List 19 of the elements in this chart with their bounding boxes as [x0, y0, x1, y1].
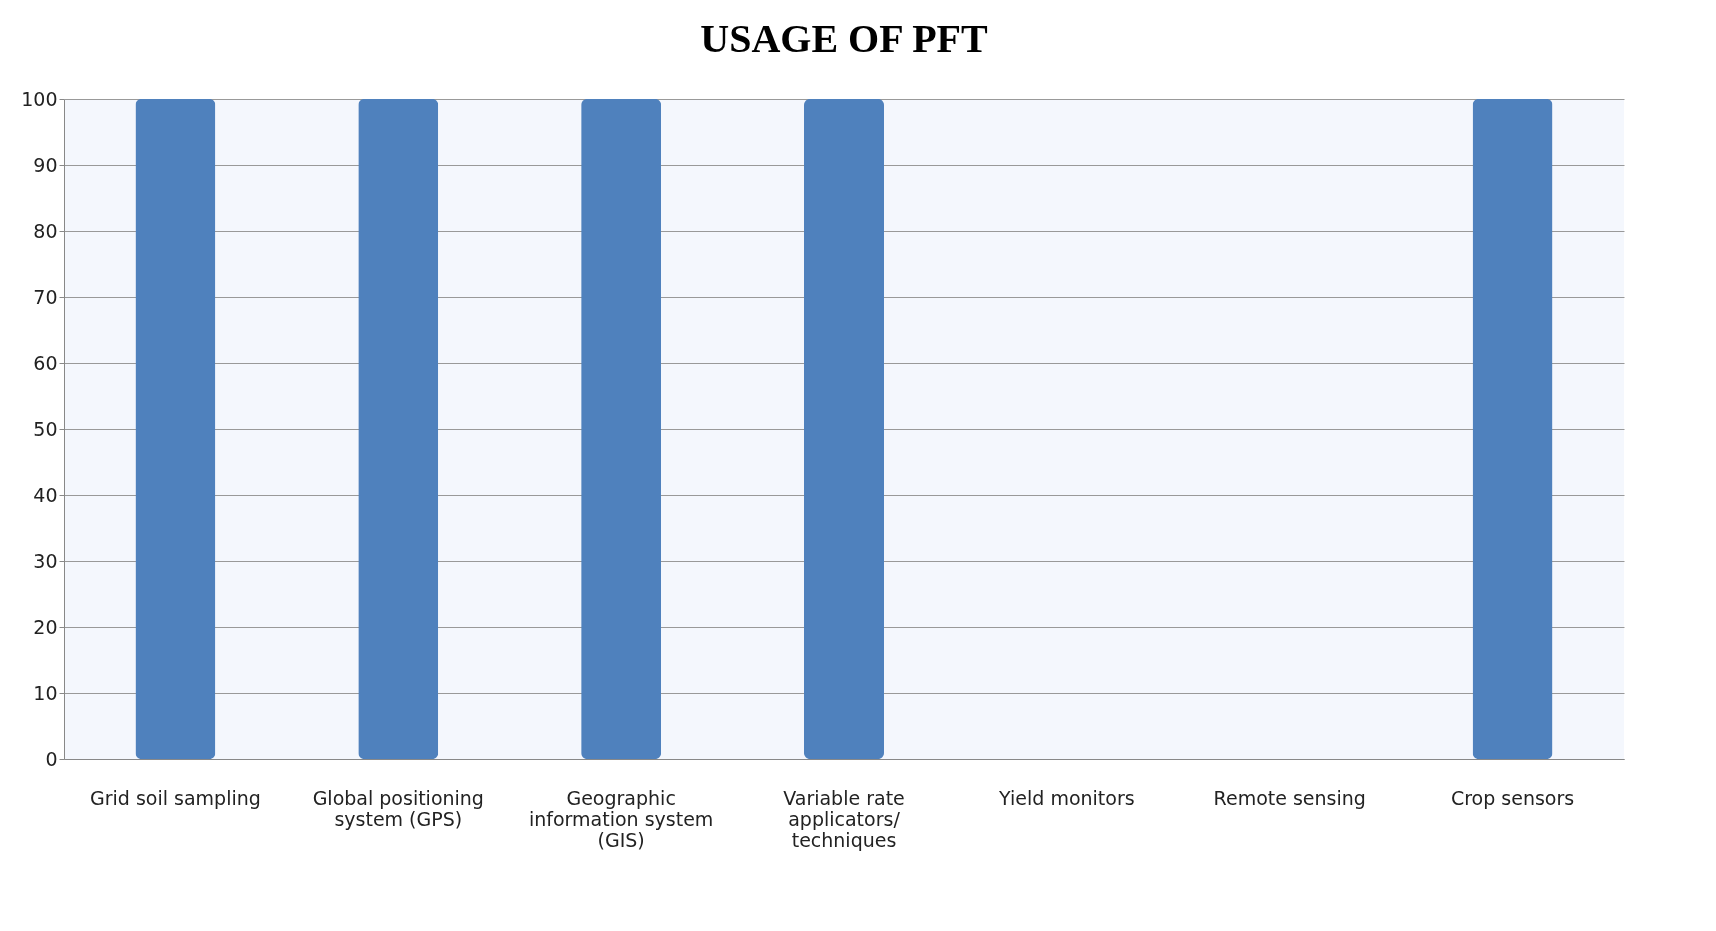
- y-tick-label: 60: [33, 351, 58, 374]
- y-tick-label: 40: [33, 483, 58, 506]
- x-tick-label: Yield monitors: [998, 786, 1135, 809]
- x-tick-label: Remote sensing: [1213, 786, 1366, 809]
- y-tick-label: 90: [33, 153, 58, 176]
- y-tick-label: 50: [33, 417, 58, 440]
- x-tick-label: Global positioning system (GPS): [312, 786, 484, 830]
- x-tick-label: Crop sensors: [1450, 786, 1575, 809]
- y-tick-label: 80: [33, 219, 58, 242]
- x-tick-label: Variable rate applicators/ techniques: [783, 786, 905, 851]
- y-tick-label: 0: [45, 747, 58, 770]
- y-tick-label: 70: [33, 285, 58, 308]
- x-tick-label: Geographic information system (GIS): [528, 786, 714, 851]
- y-tick-label: 20: [33, 615, 58, 638]
- y-tick-label: 30: [33, 549, 58, 572]
- y-tick-label: 100: [21, 87, 58, 110]
- y-tick-label: 10: [33, 681, 58, 704]
- x-tick-label: Grid soil sampling: [90, 786, 261, 809]
- chart-title: USAGE OF PFT: [700, 16, 989, 61]
